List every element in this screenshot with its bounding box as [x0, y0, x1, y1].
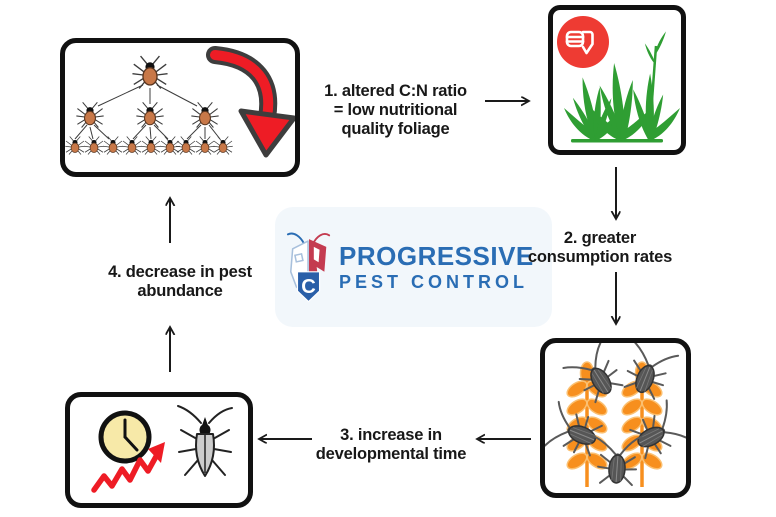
logo-mark: C — [286, 232, 331, 303]
label-step4: 4. decrease in pest abundance — [108, 263, 252, 300]
infestation-box — [540, 338, 691, 498]
grass-cluster-right — [630, 30, 680, 142]
red-decline-arrow-icon — [206, 46, 295, 158]
logo-monogram: C — [301, 276, 316, 298]
logo-panel: C PROGRESSIVE PEST CONTROL — [275, 207, 552, 327]
pest-population-box — [60, 38, 300, 177]
logo-text: PROGRESSIVE PEST CONTROL — [339, 243, 534, 292]
thumbs-down-badge — [557, 16, 609, 68]
crop-icon — [557, 16, 680, 143]
pest-pyramid-icon — [65, 46, 295, 158]
logo-title: PROGRESSIVE — [339, 240, 534, 271]
logo-subtitle: PEST CONTROL — [339, 271, 529, 292]
development-time-icon — [91, 405, 233, 493]
label-step1: 1. altered C:N ratio = low nutritional q… — [324, 82, 467, 138]
rising-trend-icon — [91, 442, 165, 493]
label-step2: 2. greater consumption rates — [527, 229, 673, 266]
clock-icon — [98, 410, 152, 464]
infestation-icon — [545, 343, 686, 489]
development-time-box — [65, 392, 253, 508]
label-step3: 3. increase in developmental time — [315, 426, 467, 463]
weevil-icon — [177, 405, 233, 477]
plant-box — [548, 5, 686, 155]
